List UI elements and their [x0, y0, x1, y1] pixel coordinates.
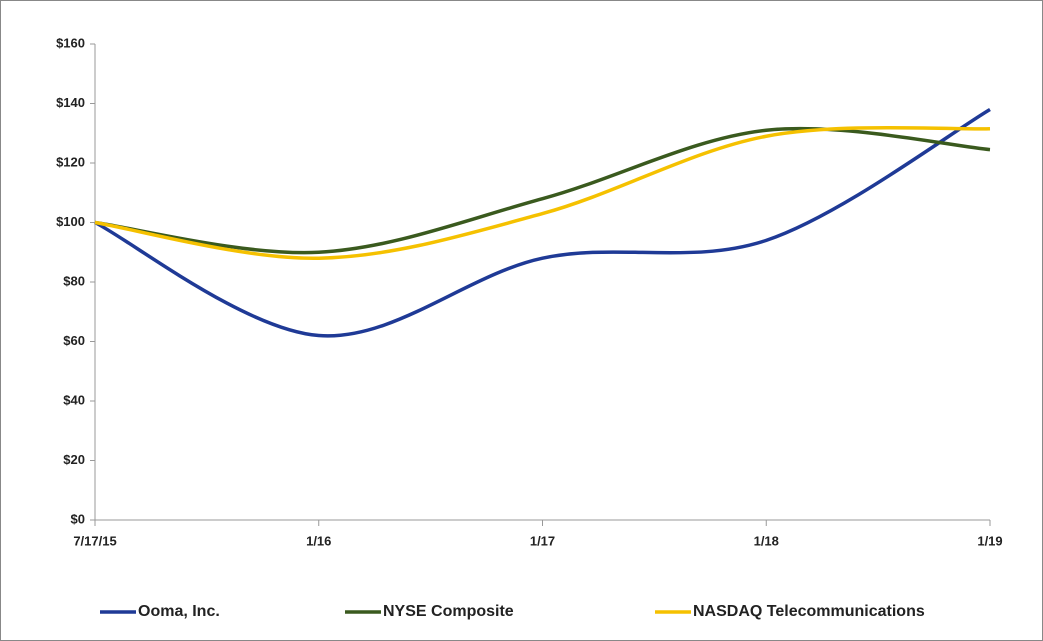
y-tick-label: $140: [56, 95, 85, 110]
x-tick-label: 1/19: [977, 533, 1002, 548]
series-line: [94, 107, 991, 338]
x-tick-label: 7/17/15: [73, 533, 116, 548]
y-tick-label: $80: [63, 273, 85, 288]
y-tick-label: $120: [56, 154, 85, 169]
y-tick-label: $0: [71, 511, 85, 526]
y-tick-label: $60: [63, 333, 85, 348]
y-tick-label: $160: [56, 35, 85, 50]
y-tick-label: $40: [63, 392, 85, 407]
series-line: [94, 126, 991, 255]
legend-label: Ooma, Inc.: [138, 603, 220, 620]
y-tick-label: $100: [56, 214, 85, 229]
x-tick-label: 1/17: [530, 533, 555, 548]
x-tick-label: 1/16: [306, 533, 331, 548]
y-tick-label: $20: [63, 452, 85, 467]
x-tick-label: 1/18: [754, 533, 779, 548]
legend-label: NASDAQ Telecommunications: [693, 603, 925, 620]
series-line: [94, 125, 991, 260]
legend-label: NYSE Composite: [383, 603, 514, 620]
